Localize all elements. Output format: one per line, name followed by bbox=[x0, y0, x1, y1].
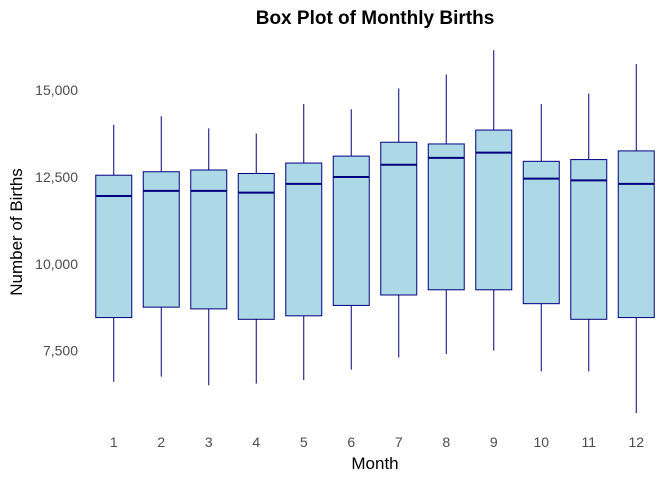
box-iqr bbox=[332, 155, 370, 306]
y-tick-label: 10,000 bbox=[35, 256, 78, 272]
x-tick-label: 4 bbox=[252, 434, 260, 450]
box-iqr bbox=[475, 129, 513, 291]
box-iqr bbox=[427, 143, 465, 291]
box-month-7 bbox=[380, 88, 418, 358]
box-month-5 bbox=[285, 104, 323, 381]
x-tick-label: 3 bbox=[205, 434, 213, 450]
x-tick-label: 1 bbox=[110, 434, 118, 450]
x-tick-label: 9 bbox=[490, 434, 498, 450]
box-month-1 bbox=[95, 124, 133, 382]
box-iqr bbox=[285, 162, 323, 317]
x-tick-label: 12 bbox=[628, 434, 644, 450]
x-tick-label: 8 bbox=[442, 434, 450, 450]
box-month-9 bbox=[475, 50, 513, 351]
box-month-10 bbox=[522, 104, 560, 372]
chart-title: Box Plot of Monthly Births bbox=[256, 8, 495, 29]
x-axis-title: Month bbox=[351, 454, 398, 473]
box-iqr bbox=[570, 159, 608, 320]
y-tick-label: 15,000 bbox=[35, 82, 78, 98]
box-iqr bbox=[95, 174, 133, 319]
y-axis-ticks: 7,500 10,000 12,500 15,000 bbox=[35, 82, 78, 358]
box-month-3 bbox=[190, 128, 228, 386]
box-iqr bbox=[190, 169, 228, 310]
x-tick-label: 6 bbox=[347, 434, 355, 450]
box-iqr bbox=[237, 172, 275, 320]
x-axis-ticks: 1 2 3 4 5 6 7 8 9 10 11 12 bbox=[110, 434, 644, 450]
x-tick-label: 2 bbox=[157, 434, 165, 450]
box-month-2 bbox=[142, 116, 180, 377]
x-tick-label: 10 bbox=[533, 434, 549, 450]
box-iqr bbox=[380, 141, 418, 296]
x-tick-label: 7 bbox=[395, 434, 403, 450]
y-tick-label: 12,500 bbox=[35, 169, 78, 185]
x-tick-label: 5 bbox=[300, 434, 308, 450]
box-month-6 bbox=[332, 109, 370, 370]
boxes-layer bbox=[95, 50, 655, 414]
box-iqr bbox=[522, 160, 560, 305]
box-month-4 bbox=[237, 133, 275, 384]
y-tick-label: 7,500 bbox=[43, 343, 78, 359]
y-axis-title: Number of Births bbox=[7, 168, 26, 296]
box-month-11 bbox=[570, 93, 608, 372]
box-iqr bbox=[617, 150, 655, 319]
box-month-8 bbox=[427, 74, 465, 355]
box-iqr bbox=[142, 171, 180, 308]
box-month-12 bbox=[617, 64, 655, 414]
x-tick-label: 11 bbox=[581, 434, 596, 450]
